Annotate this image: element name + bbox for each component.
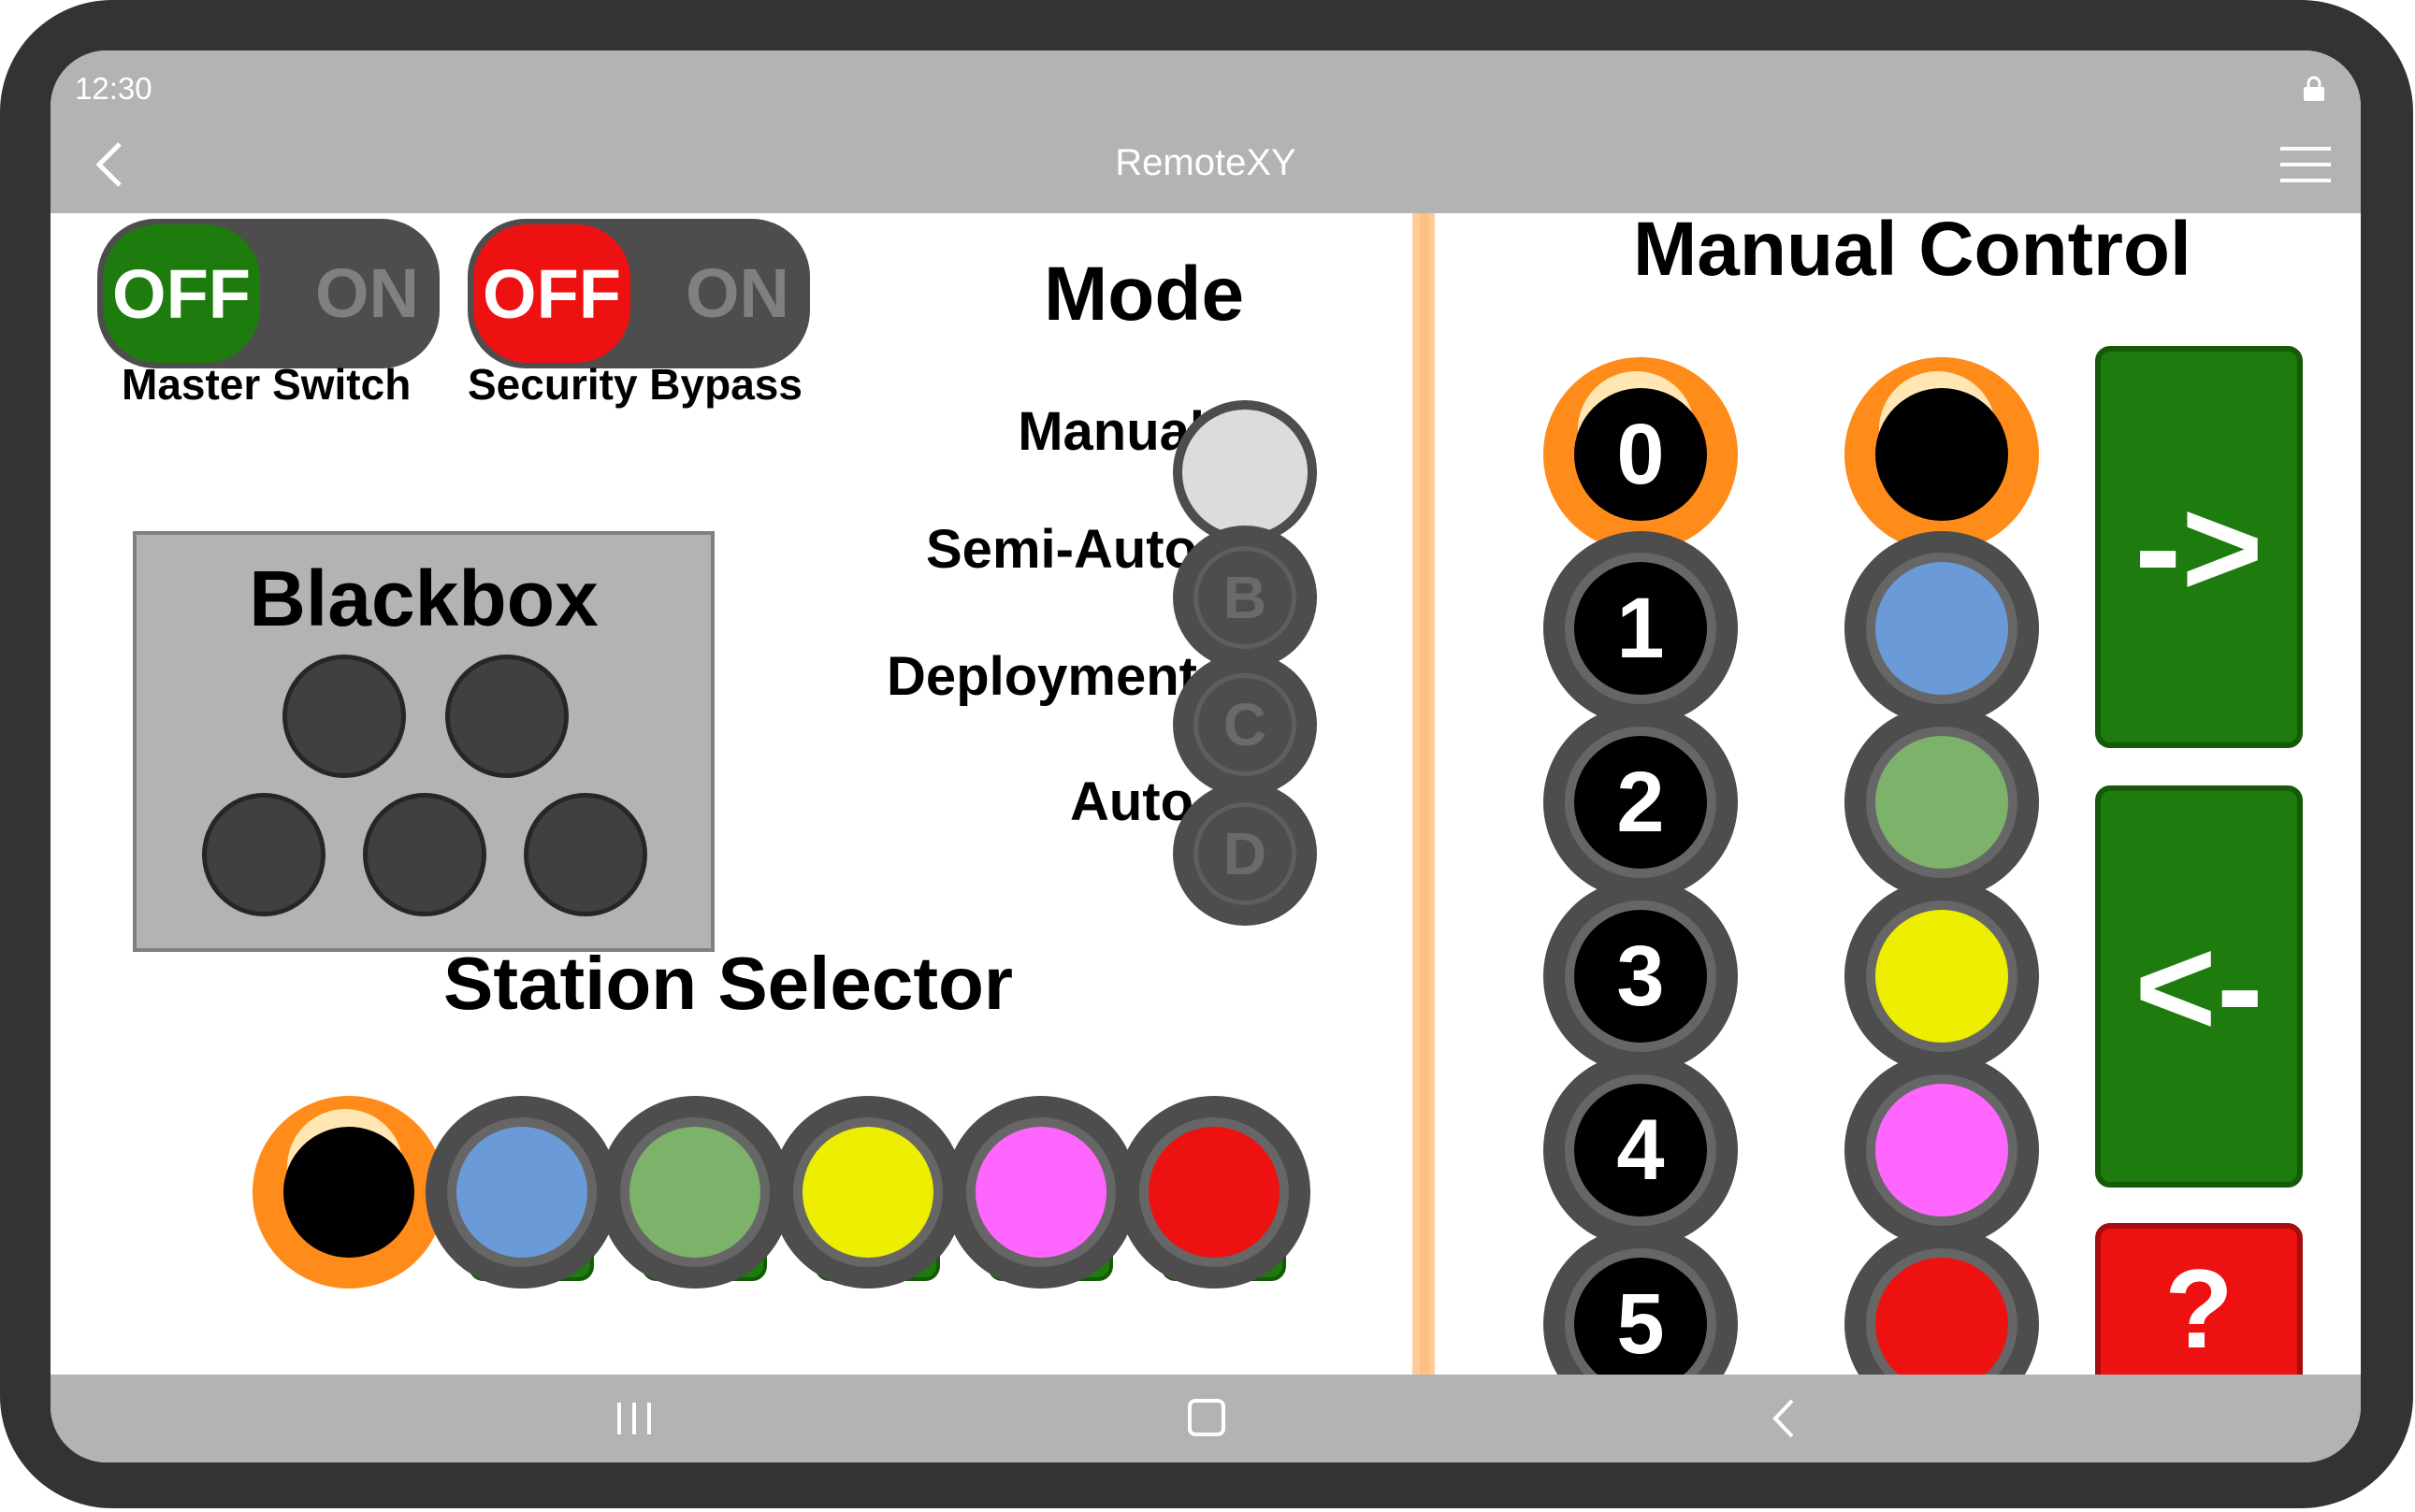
title-bar: RemoteXY: [51, 116, 2361, 213]
station-button-5-face: [976, 1127, 1106, 1258]
color-button-3[interactable]: [1844, 705, 2039, 900]
master-switch[interactable]: OFF ON: [97, 219, 440, 368]
master-switch-caption: Master Switch: [122, 360, 412, 409]
number-button-0[interactable]: 0: [1543, 357, 1738, 552]
master-switch-off-label: OFF: [103, 224, 260, 363]
blackbox-led: [282, 655, 406, 778]
station-button-1[interactable]: [253, 1096, 445, 1289]
mode-button-auto[interactable]: D: [1173, 782, 1317, 926]
mode-button-manual[interactable]: [1173, 400, 1317, 544]
status-time: 12:30: [75, 71, 152, 106]
back-button[interactable]: <-: [2095, 785, 2303, 1188]
number-button-5-face: 5: [1574, 1258, 1707, 1390]
color-button-1[interactable]: [1844, 357, 2039, 552]
home-icon[interactable]: [1179, 1395, 1235, 1442]
blackbox-led: [445, 655, 569, 778]
hamburger-menu-icon[interactable]: [2278, 144, 2333, 185]
app-content: OFF ON Master Switch OFF ON Security Byp…: [51, 207, 2361, 1421]
color-button-5-face: [1875, 1084, 2008, 1217]
station-button-2-face: [456, 1127, 587, 1258]
number-button-1[interactable]: 1: [1543, 531, 1738, 726]
number-button-1-face: 1: [1574, 562, 1707, 695]
color-button-2[interactable]: [1844, 531, 2039, 726]
station-button-2[interactable]: [426, 1096, 618, 1289]
number-button-4-face: 4: [1574, 1084, 1707, 1217]
recent-apps-icon[interactable]: [606, 1395, 662, 1442]
security-bypass-caption: Security Bypass: [468, 360, 803, 409]
mode-button-semi-auto[interactable]: B: [1173, 526, 1317, 670]
mode-label-auto: Auto: [1069, 771, 1193, 832]
mode-button-manual-face: [1182, 410, 1308, 535]
help-button[interactable]: ?: [2095, 1223, 2303, 1395]
station-button-5[interactable]: [945, 1096, 1137, 1289]
station-button-6-face: [1149, 1127, 1280, 1258]
master-switch-on-label: ON: [315, 254, 419, 332]
security-bypass-on-label: ON: [686, 254, 789, 332]
mode-title: Mode: [1044, 252, 1245, 337]
station-button-1-face: [283, 1127, 414, 1258]
lock-icon: [2304, 76, 2324, 101]
mode-button-semi-auto-letter: B: [1193, 546, 1296, 649]
station-button-4-face: [803, 1127, 933, 1258]
blackbox-panel: Blackbox: [133, 531, 715, 952]
security-bypass-off-label: OFF: [473, 224, 630, 363]
mode-button-auto-letter: D: [1193, 802, 1296, 905]
security-bypass-switch[interactable]: OFF ON: [468, 219, 810, 368]
status-bar: 12:30: [51, 50, 2361, 116]
nav-bar: [51, 1375, 2361, 1462]
number-button-4[interactable]: 4: [1543, 1053, 1738, 1247]
number-button-3[interactable]: 3: [1543, 879, 1738, 1073]
color-button-3-face: [1875, 736, 2008, 869]
blackbox-led: [202, 793, 325, 916]
number-button-2-face: 2: [1574, 736, 1707, 869]
station-selector-title: Station Selector: [443, 942, 1014, 1025]
station-button-3[interactable]: [599, 1096, 791, 1289]
mode-label-manual: Manual: [1018, 401, 1205, 462]
blackbox-led: [363, 793, 486, 916]
forward-button[interactable]: ->: [2095, 346, 2303, 748]
back-icon[interactable]: [1757, 1395, 1813, 1442]
station-button-6[interactable]: [1118, 1096, 1310, 1289]
mode-button-deployment[interactable]: C: [1173, 653, 1317, 797]
app-title: RemoteXY: [1115, 142, 1296, 183]
number-button-3-face: 3: [1574, 910, 1707, 1043]
color-button-5[interactable]: [1844, 1053, 2039, 1247]
number-button-0-face: 0: [1574, 388, 1707, 521]
manual-control-title: Manual Control: [1633, 207, 2191, 292]
mode-label-deployment: Deployment: [887, 646, 1197, 707]
device-screen: 12:30 RemoteXY OFF ON Master Switch OFF …: [51, 50, 2361, 1462]
chevron-left-icon[interactable]: [84, 137, 140, 193]
color-button-6-face: [1875, 1258, 2008, 1390]
color-button-1-face: [1875, 388, 2008, 521]
mode-label-semi-auto: Semi-Auto: [926, 519, 1197, 580]
station-button-3-face: [629, 1127, 760, 1258]
station-button-4[interactable]: [772, 1096, 964, 1289]
panel-divider: [1412, 213, 1435, 1375]
color-button-2-face: [1875, 562, 2008, 695]
color-button-4-face: [1875, 910, 2008, 1043]
number-button-2[interactable]: 2: [1543, 705, 1738, 900]
mode-button-deployment-letter: C: [1193, 673, 1296, 776]
blackbox-led: [524, 793, 647, 916]
color-button-4[interactable]: [1844, 879, 2039, 1073]
blackbox-title: Blackbox: [249, 554, 599, 642]
